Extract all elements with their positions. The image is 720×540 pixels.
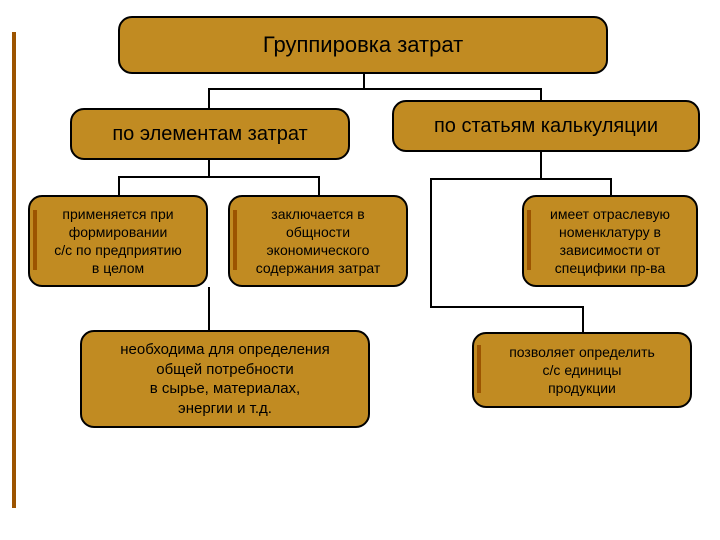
- connector: [610, 178, 612, 195]
- node-label: по элементам затрат: [112, 121, 307, 147]
- node-applied-forming: применяется при формировании с/с по пред…: [28, 195, 208, 287]
- connector: [430, 178, 610, 180]
- connector: [540, 152, 542, 178]
- node-accent: [527, 210, 531, 270]
- connector: [540, 88, 542, 100]
- node-accent: [233, 210, 237, 270]
- node-consists-in: заключается в общности экономического со…: [228, 195, 408, 287]
- connector: [430, 178, 432, 306]
- node-accent: [33, 210, 37, 270]
- connector: [582, 306, 584, 332]
- connector: [363, 74, 365, 88]
- node-label: заключается в общности экономического со…: [256, 205, 381, 278]
- connector: [118, 176, 318, 178]
- node-allows-determine: позволяет определить с/с единицы продукц…: [472, 332, 692, 408]
- node-root-label: Группировка затрат: [263, 31, 463, 60]
- node-has-industry: имеет отраслевую номенклатуру в зависимо…: [522, 195, 698, 287]
- node-accent: [477, 345, 481, 393]
- node-label: по статьям калькуляции: [434, 113, 658, 139]
- node-necessary-for: необходима для определения общей потребн…: [80, 330, 370, 428]
- connector: [208, 88, 540, 90]
- page-accent-left: [12, 32, 16, 508]
- connector: [118, 176, 120, 195]
- node-root: Группировка затрат: [118, 16, 608, 74]
- node-label: необходима для определения общей потребн…: [120, 340, 329, 418]
- connector: [208, 88, 210, 108]
- connector: [318, 176, 320, 195]
- node-label: применяется при формировании с/с по пред…: [54, 205, 182, 278]
- connector: [430, 306, 582, 308]
- node-by-elements: по элементам затрат: [70, 108, 350, 160]
- node-by-articles: по статьям калькуляции: [392, 100, 700, 152]
- connector: [208, 160, 210, 176]
- connector: [208, 287, 210, 330]
- node-label: позволяет определить с/с единицы продукц…: [509, 343, 655, 398]
- node-label: имеет отраслевую номенклатуру в зависимо…: [550, 205, 670, 278]
